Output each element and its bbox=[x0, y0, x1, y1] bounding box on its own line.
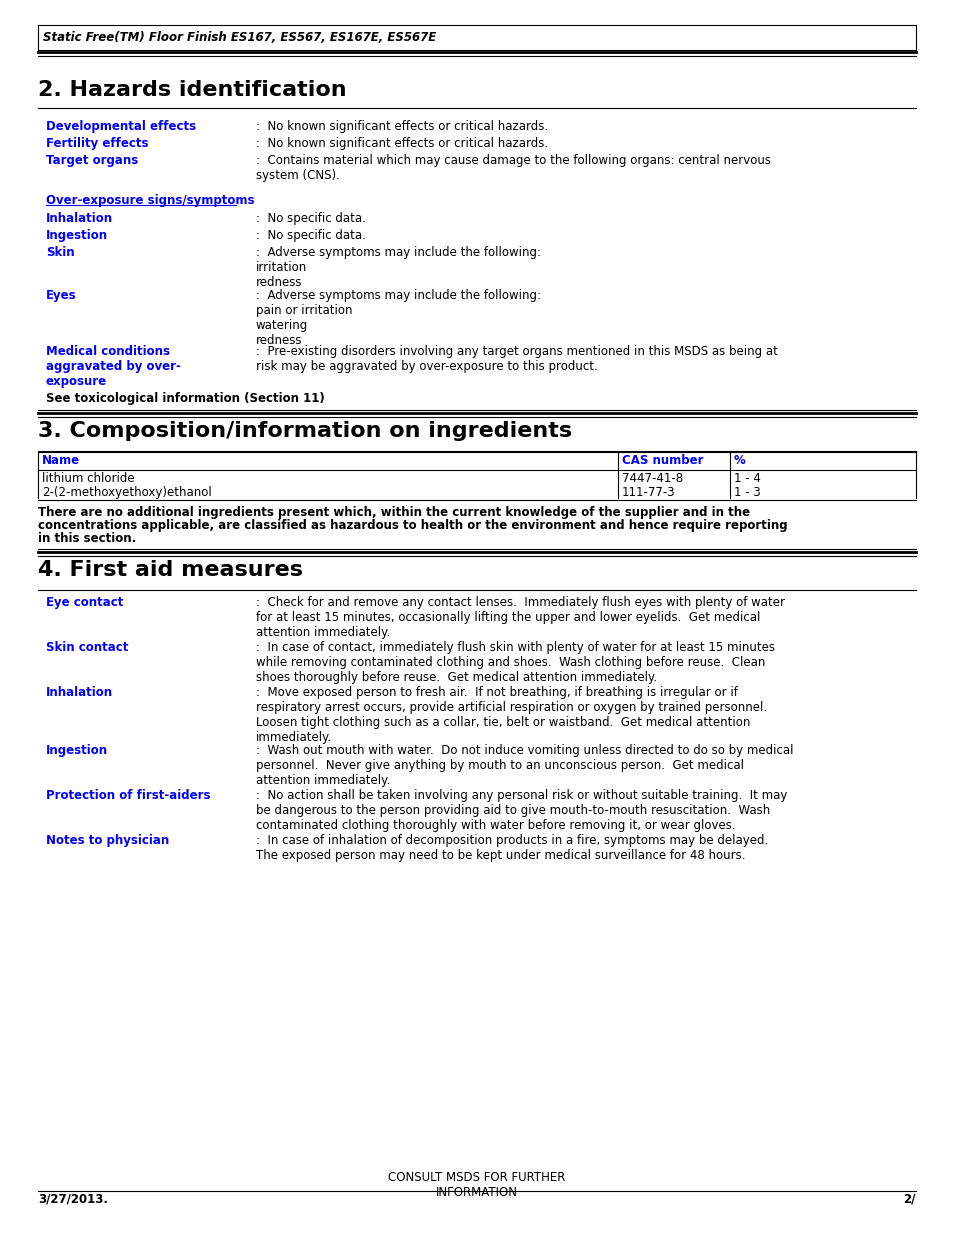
Text: There are no additional ingredients present which, within the current knowledge : There are no additional ingredients pres… bbox=[38, 506, 749, 519]
Text: CAS number: CAS number bbox=[621, 454, 702, 467]
Text: %: % bbox=[733, 454, 745, 467]
Text: 4. First aid measures: 4. First aid measures bbox=[38, 559, 303, 580]
Text: Skin contact: Skin contact bbox=[46, 641, 129, 655]
Text: 2. Hazards identification: 2. Hazards identification bbox=[38, 80, 346, 100]
Text: :  No specific data.: : No specific data. bbox=[255, 228, 366, 242]
Text: Medical conditions
aggravated by over-
exposure: Medical conditions aggravated by over- e… bbox=[46, 345, 181, 388]
Text: :  No known significant effects or critical hazards.: : No known significant effects or critic… bbox=[255, 137, 548, 149]
Text: concentrations applicable, are classified as hazardous to health or the environm: concentrations applicable, are classifie… bbox=[38, 519, 787, 532]
Text: in this section.: in this section. bbox=[38, 532, 136, 545]
Text: Ingestion: Ingestion bbox=[46, 228, 108, 242]
Text: Fertility effects: Fertility effects bbox=[46, 137, 149, 149]
Text: Eyes: Eyes bbox=[46, 289, 76, 303]
Text: Developmental effects: Developmental effects bbox=[46, 120, 196, 133]
Text: 2-(2-methoxyethoxy)ethanol: 2-(2-methoxyethoxy)ethanol bbox=[42, 487, 212, 499]
Text: :  Contains material which may cause damage to the following organs: central ner: : Contains material which may cause dama… bbox=[255, 154, 770, 182]
Text: :  Adverse symptoms may include the following:
irritation
redness: : Adverse symptoms may include the follo… bbox=[255, 246, 540, 289]
Text: :  In case of inhalation of decomposition products in a fire, symptoms may be de: : In case of inhalation of decomposition… bbox=[255, 834, 767, 862]
Text: :  No action shall be taken involving any personal risk or without suitable trai: : No action shall be taken involving any… bbox=[255, 789, 786, 832]
Text: Ingestion: Ingestion bbox=[46, 743, 108, 757]
Text: Static Free(TM) Floor Finish ES167, ES567, ES167E, ES567E: Static Free(TM) Floor Finish ES167, ES56… bbox=[43, 31, 436, 44]
Text: :  Check for and remove any contact lenses.  Immediately flush eyes with plenty : : Check for and remove any contact lense… bbox=[255, 597, 784, 638]
Text: 1 - 4: 1 - 4 bbox=[733, 472, 760, 485]
Text: See toxicological information (Section 11): See toxicological information (Section 1… bbox=[46, 391, 324, 405]
Text: 2/: 2/ bbox=[902, 1192, 915, 1205]
Text: Skin: Skin bbox=[46, 246, 74, 259]
Text: :  No specific data.: : No specific data. bbox=[255, 212, 366, 225]
Text: :  In case of contact, immediately flush skin with plenty of water for at least : : In case of contact, immediately flush … bbox=[255, 641, 774, 684]
Text: Target organs: Target organs bbox=[46, 154, 138, 167]
Text: :  Adverse symptoms may include the following:
pain or irritation
watering
redne: : Adverse symptoms may include the follo… bbox=[255, 289, 540, 347]
Text: :  Pre-existing disorders involving any target organs mentioned in this MSDS as : : Pre-existing disorders involving any t… bbox=[255, 345, 777, 373]
Text: Eye contact: Eye contact bbox=[46, 597, 123, 609]
Text: :  Wash out mouth with water.  Do not induce vomiting unless directed to do so b: : Wash out mouth with water. Do not indu… bbox=[255, 743, 793, 787]
Text: 111-77-3: 111-77-3 bbox=[621, 487, 675, 499]
Text: 1 - 3: 1 - 3 bbox=[733, 487, 760, 499]
Text: 3/27/2013.: 3/27/2013. bbox=[38, 1192, 108, 1205]
Text: Inhalation: Inhalation bbox=[46, 212, 113, 225]
Text: Over-exposure signs/symptoms: Over-exposure signs/symptoms bbox=[46, 194, 254, 207]
Text: lithium chloride: lithium chloride bbox=[42, 472, 134, 485]
Text: :  Move exposed person to fresh air.  If not breathing, if breathing is irregula: : Move exposed person to fresh air. If n… bbox=[255, 685, 766, 743]
Text: Notes to physician: Notes to physician bbox=[46, 834, 169, 847]
Text: Name: Name bbox=[42, 454, 80, 467]
Text: Protection of first-aiders: Protection of first-aiders bbox=[46, 789, 211, 802]
Text: :  No known significant effects or critical hazards.: : No known significant effects or critic… bbox=[255, 120, 548, 133]
Text: 3. Composition/information on ingredients: 3. Composition/information on ingredient… bbox=[38, 421, 572, 441]
Text: CONSULT MSDS FOR FURTHER
INFORMATION: CONSULT MSDS FOR FURTHER INFORMATION bbox=[388, 1171, 565, 1199]
Text: Inhalation: Inhalation bbox=[46, 685, 113, 699]
Text: 7447-41-8: 7447-41-8 bbox=[621, 472, 682, 485]
